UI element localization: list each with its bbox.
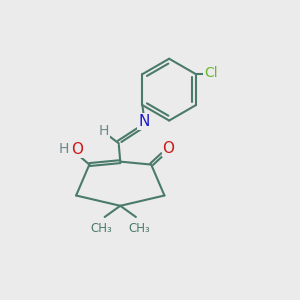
Text: H: H — [99, 124, 109, 138]
Text: H: H — [58, 142, 69, 156]
Text: CH₃: CH₃ — [90, 222, 112, 235]
Text: O: O — [162, 142, 174, 157]
Text: O: O — [71, 142, 83, 157]
Text: CH₃: CH₃ — [128, 222, 150, 235]
Text: Cl: Cl — [204, 66, 218, 80]
Text: N: N — [138, 114, 149, 129]
